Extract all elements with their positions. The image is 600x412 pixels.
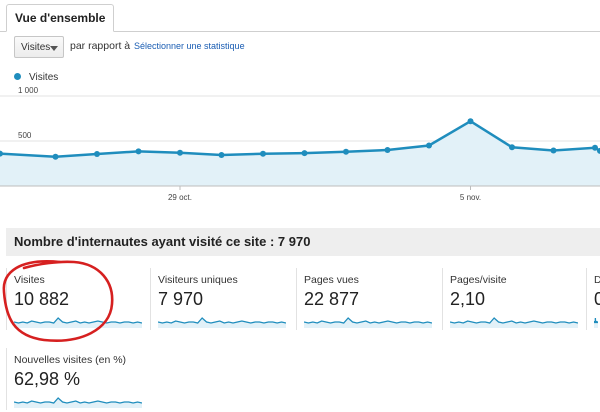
metric-select-value: Visites [21, 42, 51, 53]
metric-label: Nouvelles visites (en %) [14, 354, 127, 366]
x-tick-label: 5 nov. [460, 193, 481, 202]
y-tick-label: 500 [18, 131, 32, 140]
summary-banner: Nombre d'internautes ayant visité ce sit… [6, 228, 600, 256]
metric-sparkline [594, 317, 598, 328]
metric-divider [150, 268, 151, 330]
data-point[interactable] [0, 150, 3, 157]
metric-sparkline [304, 317, 432, 328]
metric-value: 10 882 [14, 289, 70, 309]
metric-value: 2,10 [450, 289, 486, 309]
metric-divider [296, 268, 297, 330]
tab-bar: Vue d'ensemble [0, 0, 600, 32]
data-point[interactable] [301, 150, 308, 157]
metric-card[interactable]: Pages vues 22 877 [296, 262, 436, 332]
data-point[interactable] [597, 147, 600, 154]
data-point[interactable] [343, 148, 349, 155]
chevron-down-icon [50, 46, 58, 51]
metric-value: 62,98 % [14, 369, 81, 389]
metric-label: Visites [14, 274, 45, 286]
select-stat-link[interactable]: Sélectionner une statistique [134, 41, 245, 51]
metric-value: 22 877 [304, 289, 360, 309]
legend-label: Visites [29, 72, 59, 83]
metric-label: Pages vues [304, 274, 359, 286]
data-point[interactable] [135, 148, 142, 155]
visits-series-line [0, 119, 600, 159]
data-point[interactable] [509, 144, 515, 151]
data-point[interactable] [384, 147, 391, 153]
series-dot-icon [14, 73, 21, 80]
metric-label: Visiteurs uniques [158, 274, 238, 286]
tab-overview[interactable]: Vue d'ensemble [6, 4, 115, 32]
metric-sparkline [14, 397, 142, 408]
metric-sparkline [158, 317, 286, 328]
chart-legend: Visites [14, 72, 58, 83]
data-point[interactable] [550, 147, 557, 154]
compare-label: par rapport à [70, 40, 131, 52]
x-tick-label: 29 oct. [168, 193, 192, 202]
metrics-panel: Visites 10 882 Visiteurs uniques 7 970 Pages… [0, 262, 600, 410]
metric-label: D [594, 274, 600, 286]
metric-value: 7 970 [158, 289, 204, 309]
metric-divider [586, 268, 587, 330]
metric-sparkline [14, 317, 142, 328]
metric-divider [442, 268, 443, 330]
data-point[interactable] [260, 150, 266, 157]
metric-card[interactable]: Nouvelles visites (en %) 62,98 % [6, 342, 146, 412]
data-point[interactable] [592, 144, 598, 151]
metric-divider [6, 348, 7, 410]
data-point[interactable] [52, 153, 59, 160]
data-point[interactable] [467, 118, 474, 125]
data-point[interactable] [426, 142, 432, 149]
metric-select[interactable]: Visites [14, 36, 64, 58]
metric-card[interactable]: Visiteurs uniques 7 970 [150, 262, 290, 332]
data-point[interactable] [94, 151, 100, 158]
y-tick-label: 1 000 [18, 86, 39, 95]
metric-value: 0 [594, 289, 600, 309]
data-point[interactable] [177, 149, 183, 156]
metric-card[interactable]: Visites 10 882 [6, 262, 146, 332]
visits-chart: 1 000 500 29 oct. 5 nov. [0, 86, 600, 202]
metric-divider [6, 268, 7, 330]
metric-sparkline [450, 317, 578, 328]
metric-label: Pages/visite [450, 274, 507, 286]
data-point[interactable] [218, 151, 225, 158]
metric-card[interactable]: Pages/visite 2,10 [442, 262, 582, 332]
